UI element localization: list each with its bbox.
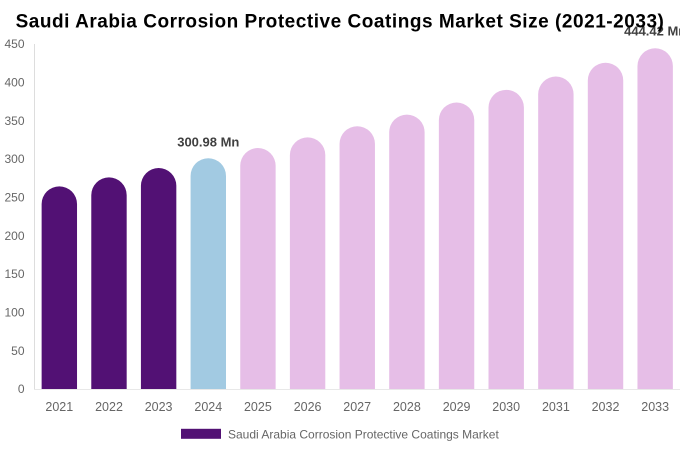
svg-text:400: 400 — [4, 76, 24, 90]
svg-text:2023: 2023 — [145, 400, 173, 414]
svg-text:250: 250 — [4, 191, 24, 205]
svg-text:300.98 Mn: 300.98 Mn — [177, 134, 239, 149]
svg-text:450: 450 — [4, 37, 24, 51]
svg-text:2026: 2026 — [294, 400, 322, 414]
svg-text:2022: 2022 — [95, 400, 123, 414]
svg-text:50: 50 — [11, 344, 25, 358]
svg-text:2027: 2027 — [343, 400, 371, 414]
svg-text:Saudi Arabia Corrosion Protect: Saudi Arabia Corrosion Protective Coatin… — [16, 11, 665, 32]
svg-text:2024: 2024 — [194, 400, 222, 414]
svg-text:2028: 2028 — [393, 400, 421, 414]
svg-text:2031: 2031 — [542, 400, 570, 414]
svg-text:2032: 2032 — [592, 400, 620, 414]
svg-text:300: 300 — [4, 152, 24, 166]
svg-text:2021: 2021 — [45, 400, 73, 414]
svg-text:2030: 2030 — [492, 400, 520, 414]
svg-text:2029: 2029 — [443, 400, 471, 414]
svg-text:0: 0 — [18, 382, 25, 396]
svg-text:2025: 2025 — [244, 400, 272, 414]
svg-text:150: 150 — [4, 267, 24, 281]
svg-text:Saudi Arabia Corrosion Protect: Saudi Arabia Corrosion Protective Coatin… — [228, 427, 499, 441]
svg-text:2033: 2033 — [641, 400, 669, 414]
svg-text:200: 200 — [4, 229, 24, 243]
svg-text:444.42 Mn: 444.42 Mn — [624, 23, 680, 38]
svg-text:100: 100 — [4, 306, 24, 320]
svg-text:350: 350 — [4, 114, 24, 128]
